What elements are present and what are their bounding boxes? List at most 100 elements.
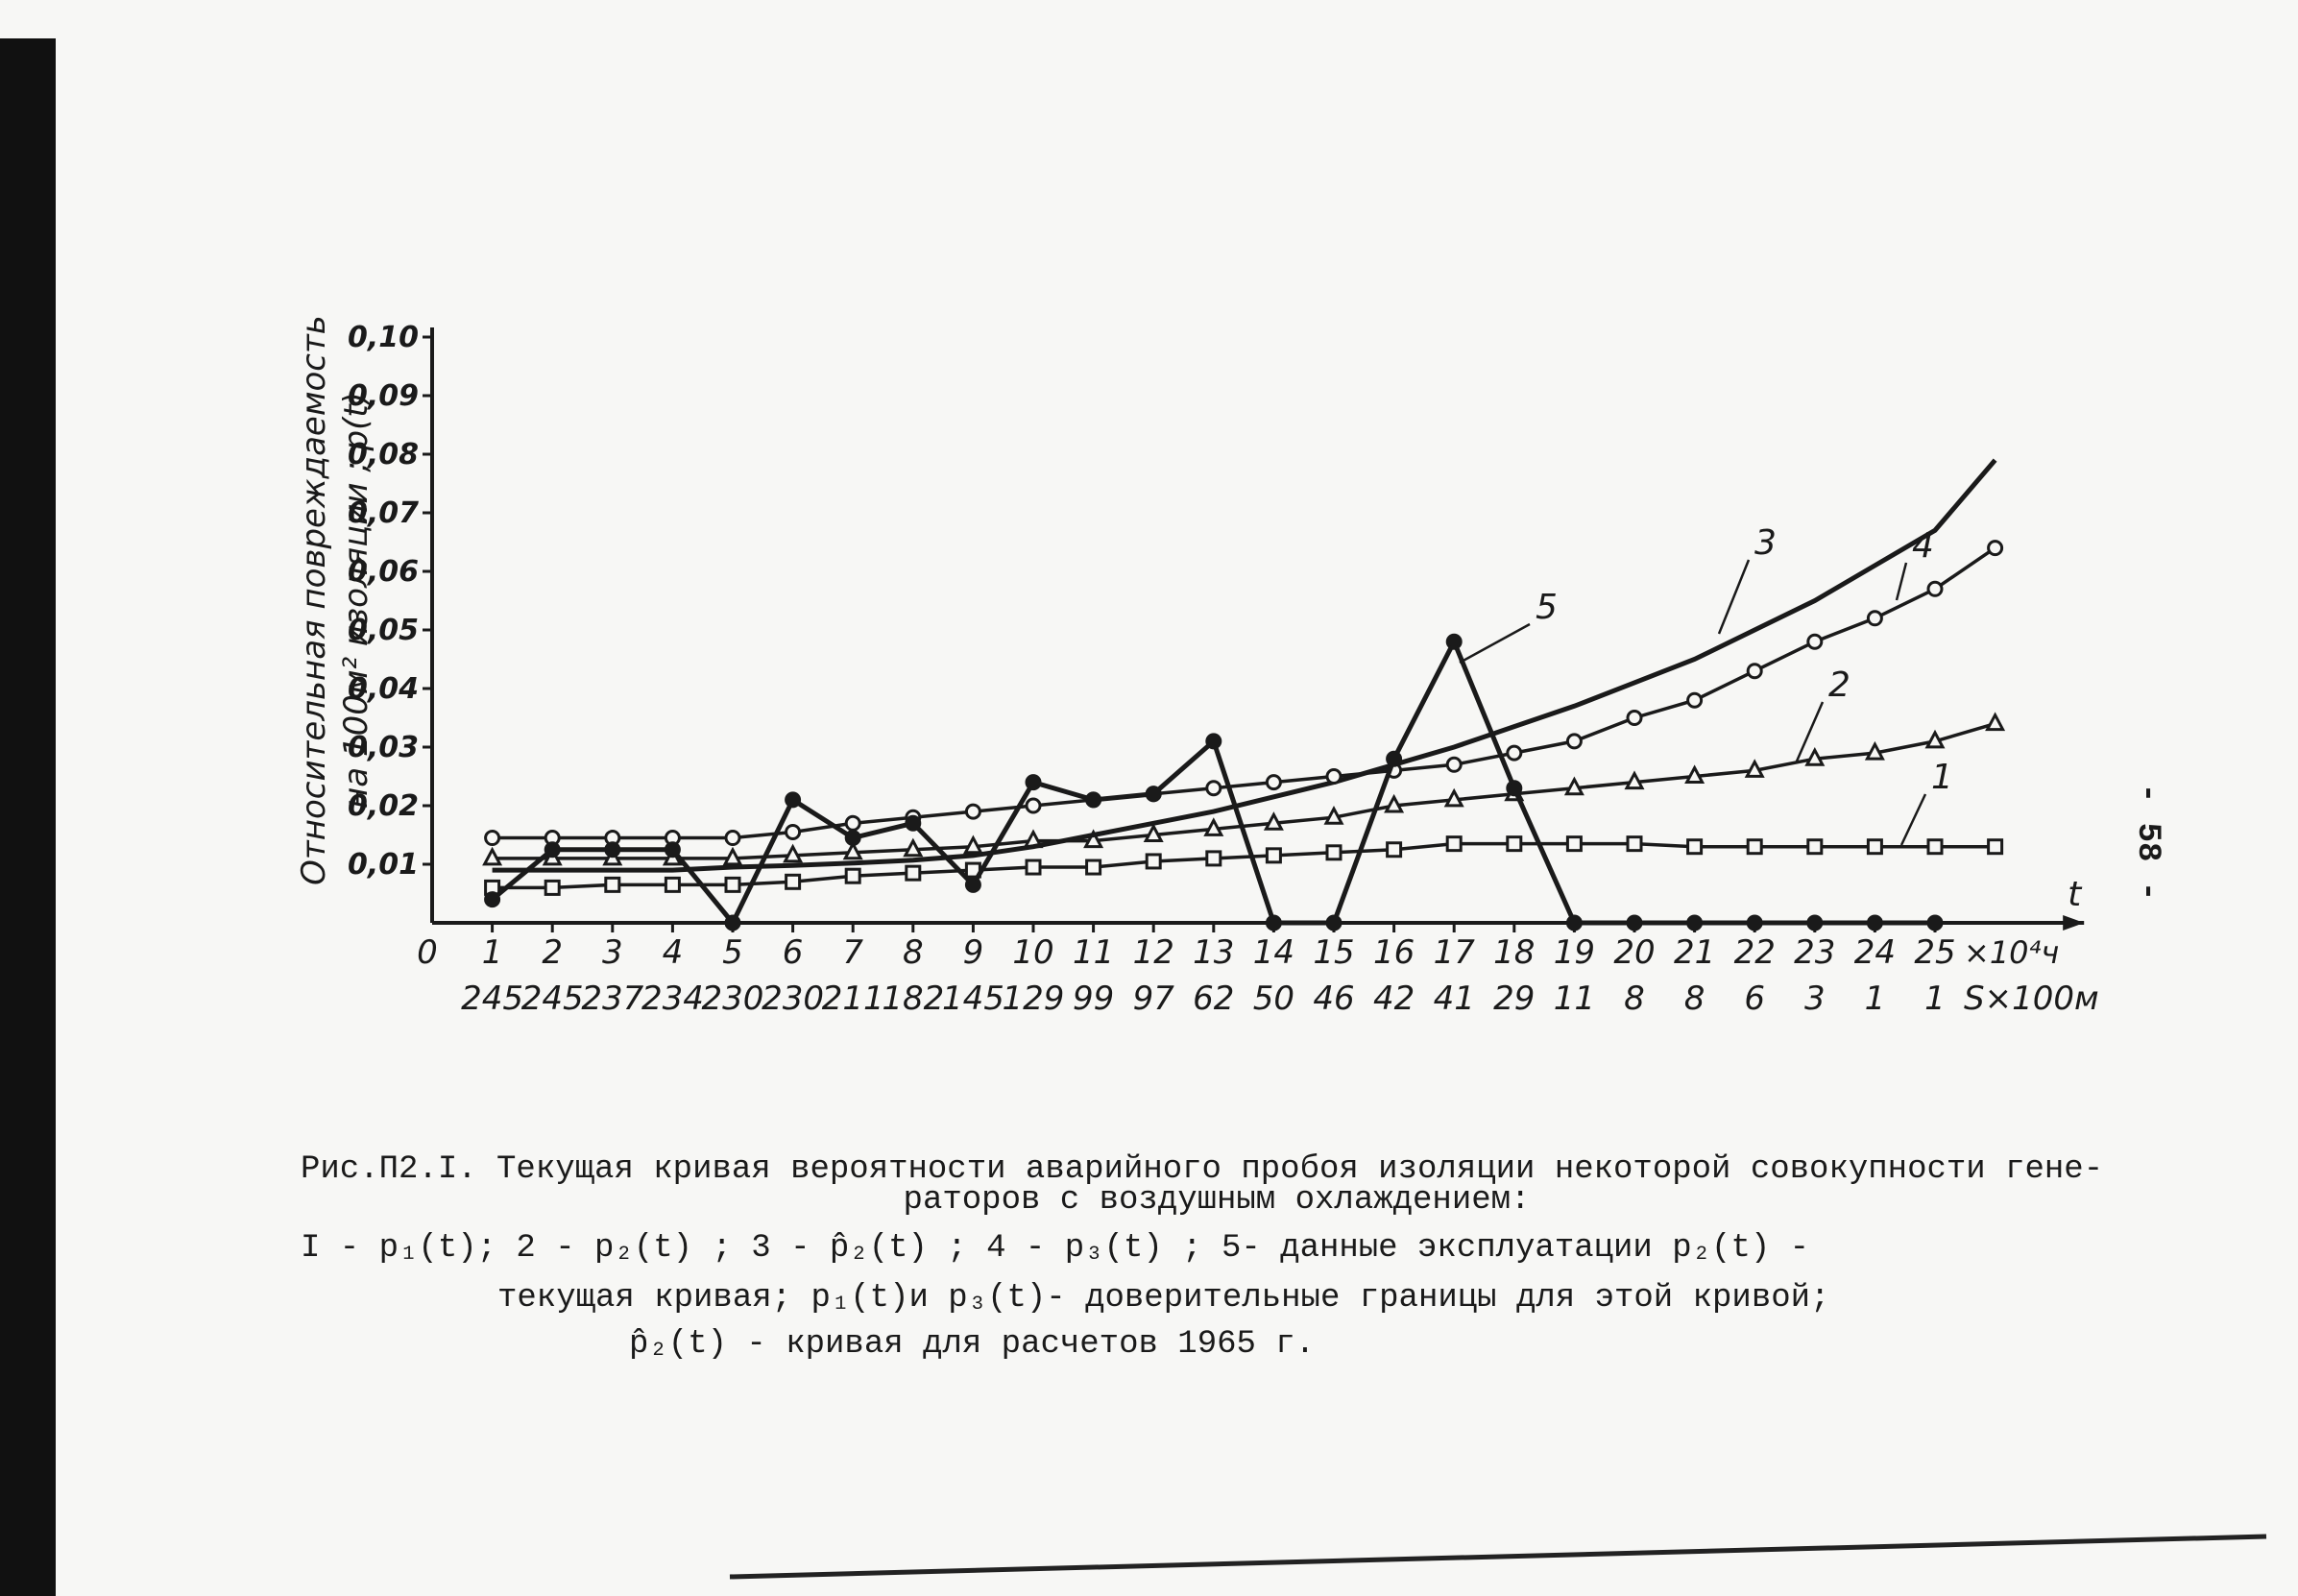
point xyxy=(1686,838,1704,856)
point xyxy=(1203,817,1224,836)
point xyxy=(1864,740,1885,761)
y-tick-label: 0,05 xyxy=(348,614,419,647)
point xyxy=(664,841,681,858)
x-tick-label: 24 xyxy=(1854,933,1896,972)
point xyxy=(1686,691,1704,709)
point xyxy=(1085,858,1102,876)
point xyxy=(1926,914,1944,931)
point xyxy=(1746,914,1763,931)
point xyxy=(1985,712,2006,732)
x-tick-label: 1 xyxy=(482,933,503,972)
point xyxy=(1563,776,1584,796)
point xyxy=(1205,850,1222,867)
y-tick-label: 0,04 xyxy=(348,672,419,706)
point xyxy=(1025,858,1042,876)
s-label: 42 xyxy=(1373,979,1415,1018)
point xyxy=(1325,914,1343,931)
point xyxy=(844,867,861,884)
point xyxy=(1145,853,1162,870)
x-tick-label: 19 xyxy=(1554,933,1595,972)
x-tick-label: 8 xyxy=(903,933,924,972)
s-label: 11 xyxy=(1554,979,1595,1018)
s-label: 129 xyxy=(1003,979,1065,1018)
y-tick-label: 0,06 xyxy=(348,555,419,589)
y-tick-label: 0,03 xyxy=(348,731,419,764)
point xyxy=(544,841,561,858)
s-label: 99 xyxy=(1073,979,1114,1018)
point xyxy=(1686,914,1704,931)
point xyxy=(844,830,861,847)
caption-line: текущая кривая; p₁(t)и p₃(t)- доверитель… xyxy=(497,1280,1829,1317)
series-label: 2 xyxy=(1828,665,1850,705)
point xyxy=(484,830,501,847)
point xyxy=(1443,787,1464,808)
s-label: 97 xyxy=(1133,979,1175,1018)
leader-line xyxy=(1899,793,1927,846)
point xyxy=(1746,838,1763,856)
point xyxy=(1083,829,1104,849)
point xyxy=(785,873,802,890)
s-label: 1 xyxy=(1865,979,1886,1018)
series-label: 4 xyxy=(1912,526,1934,566)
s-label: 234 xyxy=(641,979,704,1018)
point xyxy=(722,846,743,866)
s-label: 1 xyxy=(1924,979,1946,1018)
point xyxy=(1926,838,1944,856)
point xyxy=(1624,770,1645,790)
x-tick-label: 7 xyxy=(842,933,863,972)
x-tick-label: 25 xyxy=(1914,933,1955,972)
point xyxy=(1506,835,1523,853)
point xyxy=(905,814,922,832)
x-tick-label: 17 xyxy=(1434,933,1476,972)
s-label: 8 xyxy=(1684,979,1705,1018)
x-tick-label: 11 xyxy=(1073,933,1114,972)
x-tick-label: 3 xyxy=(602,933,623,972)
y-tick-label: 0,09 xyxy=(348,379,419,413)
point xyxy=(1744,759,1765,778)
point xyxy=(1804,747,1826,766)
x-tick-label: 23 xyxy=(1794,933,1835,972)
page-number: - 58 - xyxy=(2129,784,2165,901)
series-line xyxy=(492,458,1997,873)
point xyxy=(1384,793,1405,813)
point xyxy=(1987,540,2004,557)
point xyxy=(1205,733,1222,750)
point xyxy=(903,837,924,858)
x-tick-label: 0 xyxy=(417,933,438,972)
x-tick-label: 4 xyxy=(663,933,684,972)
s-label: 145 xyxy=(942,979,1004,1018)
point xyxy=(1565,835,1583,853)
point xyxy=(1746,663,1763,680)
point xyxy=(964,803,981,820)
point xyxy=(1806,838,1824,856)
y-axis-label: на 100м² изоляции ; p(t) xyxy=(337,392,375,809)
point xyxy=(664,876,681,893)
s-label: 230 xyxy=(762,979,824,1018)
point xyxy=(1386,750,1403,767)
point xyxy=(964,876,981,893)
s-label: 245 xyxy=(521,979,584,1018)
series-label: 3 xyxy=(1754,523,1777,563)
point xyxy=(844,814,861,832)
scan-line xyxy=(729,1534,2267,1580)
x-tick-label: 20 xyxy=(1613,933,1655,972)
x-tick-label: 21 xyxy=(1674,933,1715,972)
point xyxy=(1265,914,1282,931)
x-tick-label: 5 xyxy=(722,933,743,972)
point xyxy=(724,876,741,893)
leader-line xyxy=(1895,562,1908,601)
point xyxy=(1025,774,1042,791)
leader-line xyxy=(1717,559,1751,635)
s-label: 182 xyxy=(882,979,944,1018)
caption-line: p̂₂(t) - кривая для расчетов 1965 г. xyxy=(629,1326,1315,1363)
point xyxy=(1445,756,1463,773)
x-tick-label: 13 xyxy=(1193,933,1234,972)
x-axis-arrow xyxy=(2063,915,2085,931)
s-unit: S×100м xyxy=(1964,979,2099,1018)
caption-line: Рис.П2.I. Текущая кривая вероятности ава… xyxy=(301,1151,2103,1188)
point xyxy=(1806,914,1824,931)
y-tick-label: 0,07 xyxy=(348,496,419,530)
point xyxy=(1626,835,1643,853)
s-label: 245 xyxy=(461,979,523,1018)
y-tick-label: 0,08 xyxy=(348,438,419,472)
